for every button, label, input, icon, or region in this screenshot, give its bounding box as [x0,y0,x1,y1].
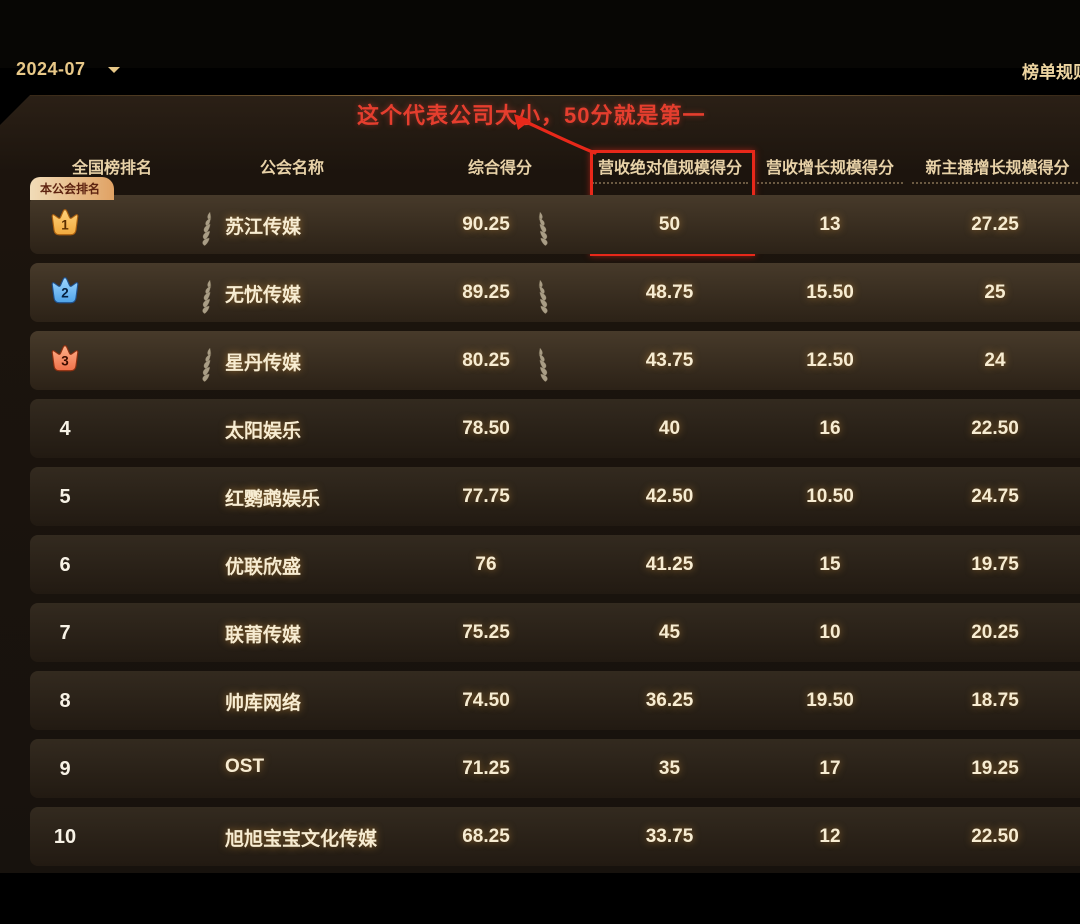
svg-text:3: 3 [61,353,68,368]
svg-text:2: 2 [61,285,68,300]
svg-text:1: 1 [61,217,69,232]
